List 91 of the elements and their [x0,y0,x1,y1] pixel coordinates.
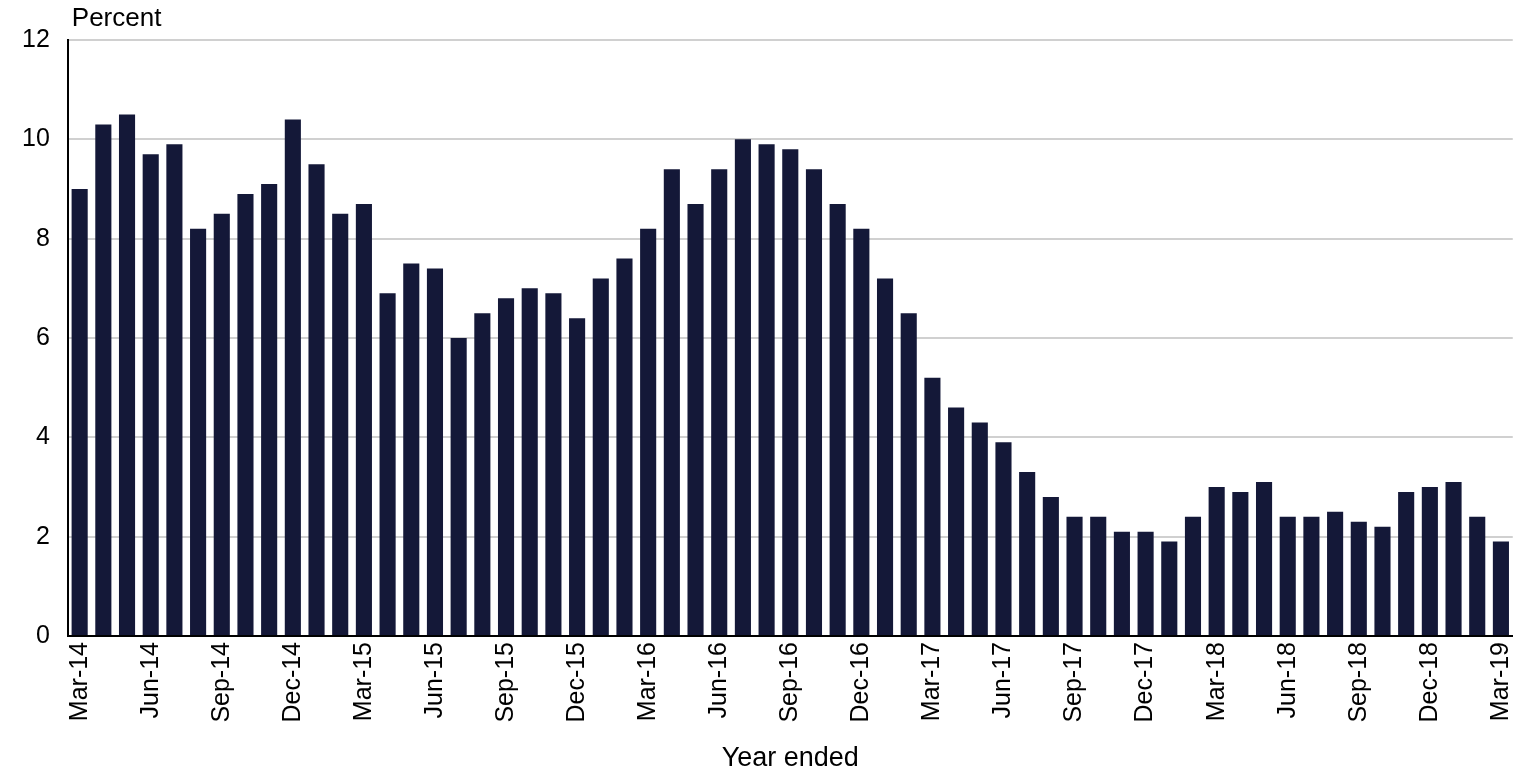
y-tick-label: 0 [35,619,50,648]
bar [1161,541,1178,635]
bar [1303,516,1320,635]
x-tick-label: Jun-16 [703,641,732,719]
bar [95,124,112,635]
x-tick-label: Mar-14 [63,641,92,722]
bar [332,213,349,635]
bar [616,258,633,635]
x-tick-label: Dec-14 [276,641,305,723]
bar [1042,496,1059,635]
bar [1279,516,1296,635]
bar [403,263,420,635]
bar [497,298,515,635]
x-tick-label: Jun-18 [1271,641,1300,719]
x-tick-label: Dec-17 [1129,641,1158,723]
bar [1374,526,1391,635]
x-tick-label: Mar-15 [347,641,376,722]
x-tick-label: Sep-17 [1058,641,1087,723]
x-tick-label: Sep-18 [1342,641,1371,723]
x-tick-label: Dec-15 [560,641,589,723]
x-tick-label: Sep-15 [489,641,518,723]
x-tick-label: Jun-14 [134,641,163,719]
bar [261,184,278,635]
y-axis-title: Percent [71,2,163,33]
bar [1327,511,1344,635]
bar [1492,541,1509,635]
bar [687,203,704,635]
bar [971,422,988,635]
bar [521,288,538,635]
bar [1208,486,1225,635]
x-axis-title: Year ended [721,742,859,773]
bar [426,268,444,635]
bar [474,313,491,635]
bar [379,293,396,635]
x-tick-label: Sep-14 [205,641,234,723]
x-tick-label: Jun-15 [418,641,447,719]
bar [1184,516,1202,635]
bar [640,228,657,635]
bar [734,139,751,635]
bar [308,164,325,635]
bar [1019,472,1036,635]
bar [1137,531,1154,635]
x-tick-label: Mar-17 [916,641,945,722]
bar [284,119,301,635]
bar [853,228,870,635]
y-tick-label: 2 [35,520,50,549]
x-tick-label: Mar-19 [1484,641,1513,722]
bar [1421,486,1438,635]
y-tick-label: 10 [22,123,50,152]
bar [1113,531,1130,635]
x-tick-label: Jun-17 [987,641,1016,719]
bar [1255,482,1273,635]
bar [1232,491,1249,635]
bar [876,278,894,635]
bar [900,313,917,635]
bar [948,407,965,635]
bar [1066,516,1083,635]
bar [711,169,728,635]
y-tick-label: 6 [35,321,50,350]
bar [237,193,254,635]
bar [213,213,230,635]
x-tick-label: Mar-16 [632,641,661,722]
bar [1445,482,1462,635]
bar [924,377,941,635]
x-tick-label: Mar-18 [1200,641,1229,722]
bar [995,442,1012,635]
bar [166,144,183,635]
y-tick-label: 8 [35,222,50,251]
x-tick-label: Sep-16 [774,641,803,723]
x-tick-label: Dec-18 [1413,641,1442,723]
bar [450,337,467,635]
bar [805,169,823,635]
x-tick-label: Dec-16 [845,641,874,723]
bar [829,203,846,635]
bar [355,203,372,635]
bar [1350,521,1367,635]
bar [782,149,799,635]
bar [1398,491,1415,635]
bar [758,144,775,635]
bar [118,114,136,635]
bar [1469,516,1486,635]
bar [545,293,562,635]
y-tick-label: 4 [35,421,50,450]
bar [190,228,207,635]
bar [592,278,609,635]
bar [663,169,680,635]
bar [569,318,586,635]
bar [142,154,159,635]
y-tick-label: 12 [22,23,50,52]
bar [1090,516,1107,635]
bar [71,189,88,635]
